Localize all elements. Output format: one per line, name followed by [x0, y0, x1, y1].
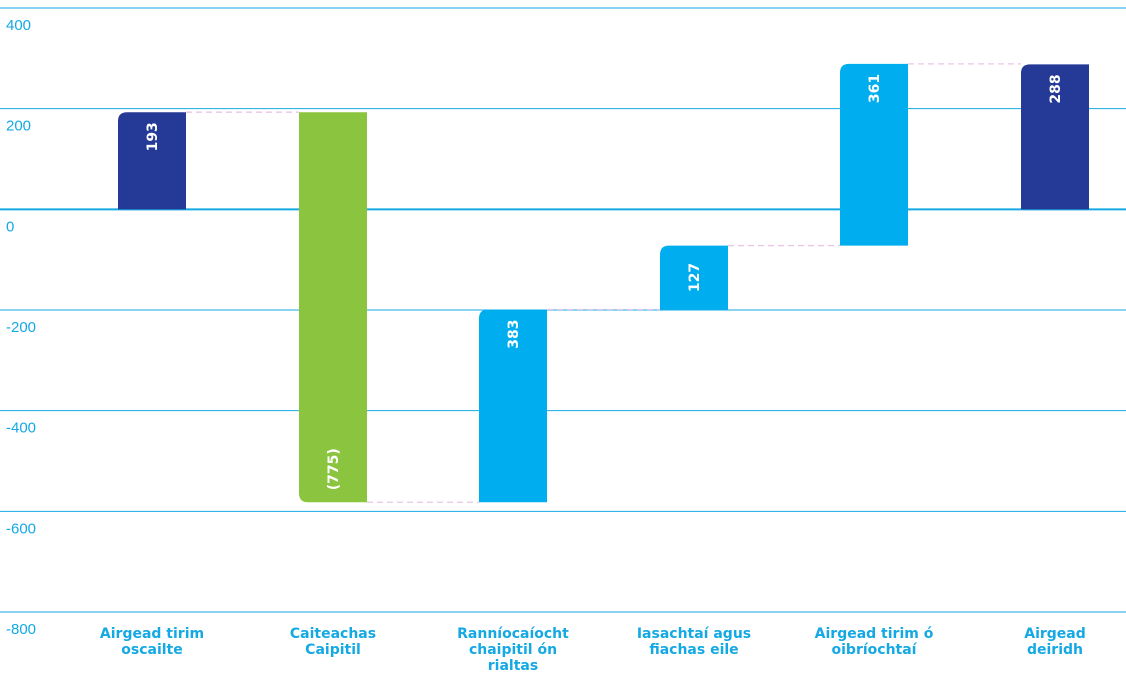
category-label-line: rialtas	[488, 658, 538, 674]
bar-value-label: 288	[1048, 74, 1064, 103]
category-label: Airgead tirim ó oibríochtaí	[815, 626, 934, 658]
category-label-line: Airgead tirim	[100, 626, 204, 642]
category-label: Airgead deiridh	[1024, 626, 1086, 658]
category-label: Airgead tirim oscailte	[100, 626, 204, 658]
bar	[299, 112, 367, 503]
connectors	[186, 63, 1021, 503]
category-label-line: fiachas eile	[649, 642, 738, 658]
bar-value-label: 383	[506, 319, 522, 348]
category-label-line: oscailte	[121, 642, 182, 658]
bar	[479, 309, 547, 503]
bar-value-label: 127	[687, 263, 703, 292]
y-tick-label: -800	[6, 621, 36, 638]
category-label-line: Caiteachas	[290, 626, 376, 642]
bars	[118, 63, 1089, 503]
category-label-line: Caipitil	[305, 642, 361, 658]
y-tick-label: -600	[6, 520, 36, 537]
category-label-line: Airgead	[1024, 626, 1086, 642]
bar-value-label: (775)	[326, 448, 342, 490]
category-labels: Airgead tirim oscailte Caiteachas Caipitil R…	[100, 626, 1086, 674]
y-tick-label: -400	[6, 420, 36, 437]
bar-value-label: 361	[867, 74, 883, 103]
category-label-line: deiridh	[1027, 642, 1083, 658]
y-tick-label: 400	[6, 17, 31, 34]
category-label-line: oibríochtaí	[832, 642, 918, 658]
y-tick-label: -200	[6, 319, 36, 336]
bar-value-label: 193	[145, 122, 161, 151]
bar	[840, 63, 908, 246]
y-axis-ticks: 400 200 0 -200 -400 -600 -800	[6, 17, 36, 638]
category-label-line: Ranníocaíocht	[457, 626, 569, 642]
gridlines	[0, 7, 1126, 613]
category-label: Ranníocaíocht chaipitil ón rialtas	[457, 626, 569, 674]
bar	[660, 245, 728, 310]
category-label-line: Iasachtaí agus	[637, 626, 751, 642]
category-label-line: chaipitil ón	[469, 642, 557, 658]
bar	[118, 112, 186, 210]
bar-labels: 193 (775) 383 127 361 288	[145, 74, 1064, 490]
category-label: Caiteachas Caipitil	[290, 626, 376, 658]
category-label-line: Airgead tirim ó	[815, 626, 934, 642]
category-label: Iasachtaí agus fiachas eile	[637, 626, 751, 658]
y-tick-label: 0	[6, 218, 14, 235]
y-tick-label: 200	[6, 118, 31, 135]
bar	[1021, 64, 1089, 210]
